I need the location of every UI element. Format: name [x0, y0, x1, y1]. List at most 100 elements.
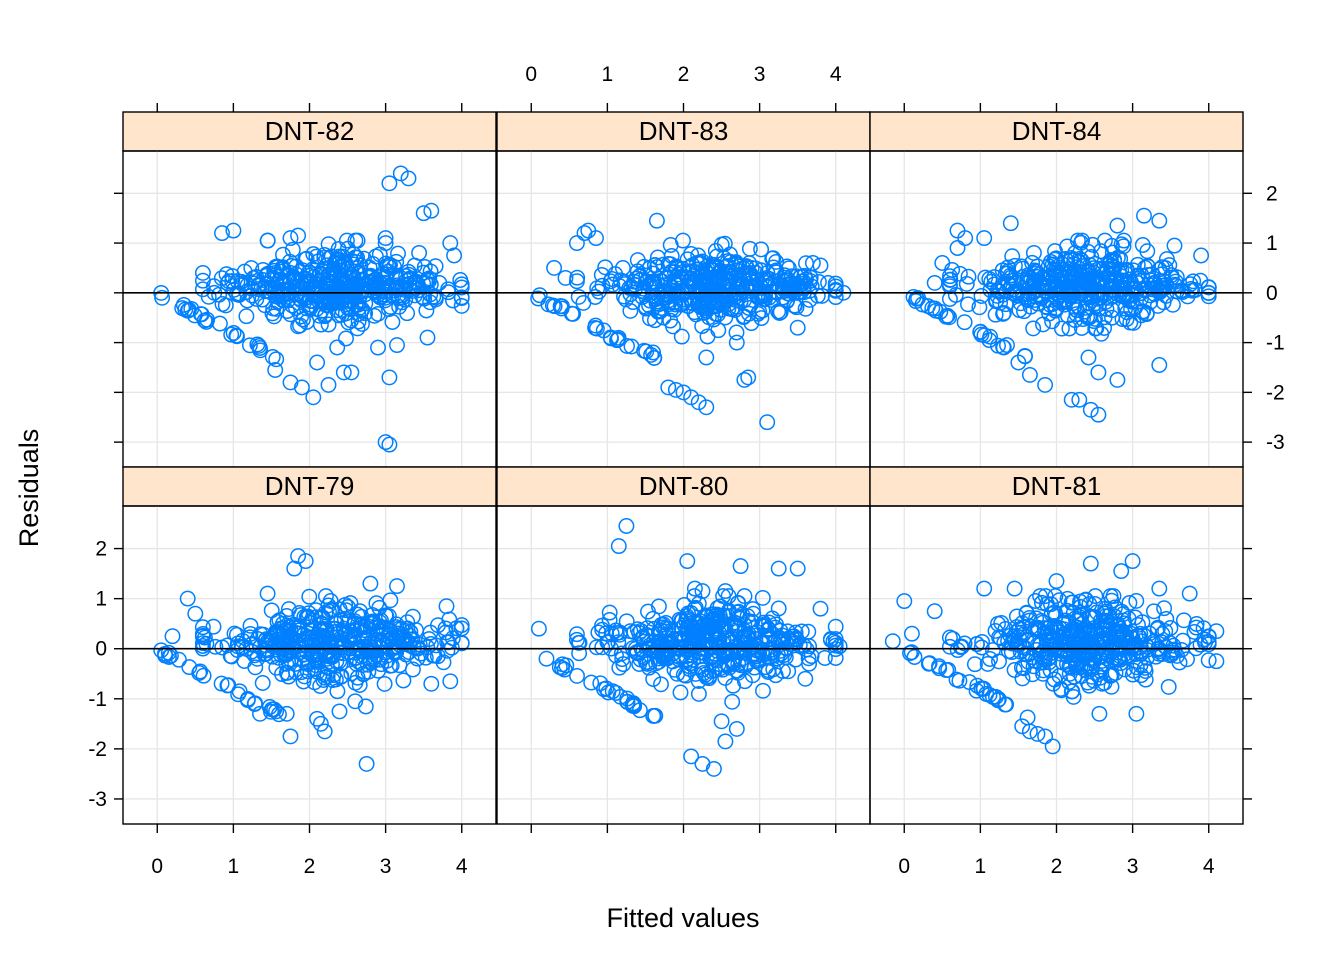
data-point	[938, 308, 955, 325]
data-point	[1056, 296, 1073, 313]
data-point	[249, 650, 266, 667]
series-points	[153, 548, 470, 772]
data-point	[377, 235, 394, 252]
data-point	[347, 674, 364, 691]
data-point	[305, 389, 322, 406]
data-point	[1151, 580, 1168, 597]
y-tick-label-right: -2	[1266, 381, 1285, 404]
data-point	[675, 232, 691, 249]
data-point	[1025, 244, 1042, 261]
data-point	[231, 287, 248, 303]
data-point	[991, 653, 1007, 670]
data-point	[568, 626, 585, 643]
data-point	[342, 632, 359, 649]
data-point	[696, 616, 713, 633]
data-point	[1125, 281, 1141, 297]
data-point	[399, 305, 416, 322]
x-tick-label-bottom: 1	[975, 855, 987, 878]
data-point	[259, 585, 276, 602]
data-point	[683, 748, 700, 765]
data-point	[1104, 309, 1120, 326]
data-point	[1029, 725, 1046, 742]
y-axis-title: Residuals	[14, 429, 44, 548]
data-point	[686, 588, 703, 605]
data-point	[1033, 594, 1050, 611]
data-point	[666, 294, 683, 311]
data-point	[1136, 659, 1153, 676]
data-point	[683, 245, 700, 262]
data-point	[226, 281, 243, 298]
data-point	[255, 261, 271, 278]
data-point	[391, 298, 408, 315]
data-point	[1082, 555, 1099, 572]
data-point	[1006, 662, 1023, 678]
data-point	[389, 337, 405, 354]
data-point	[389, 578, 405, 595]
data-point	[755, 682, 771, 699]
data-point	[977, 269, 994, 286]
x-tick-label-bottom: 3	[380, 855, 392, 878]
data-point	[708, 260, 725, 277]
data-point	[309, 710, 326, 727]
data-point	[661, 293, 678, 310]
data-point	[1018, 604, 1035, 621]
data-point	[687, 272, 703, 289]
data-point	[1103, 274, 1120, 291]
x-axis-title: Fitted values	[606, 903, 759, 933]
data-point	[1156, 600, 1173, 617]
data-point	[237, 274, 254, 291]
data-point	[1077, 299, 1094, 316]
data-point	[736, 371, 753, 388]
data-point	[1078, 643, 1095, 660]
data-point	[1208, 653, 1225, 670]
data-point	[958, 275, 975, 292]
data-point	[1030, 286, 1047, 303]
data-point	[418, 302, 435, 319]
data-point	[960, 268, 977, 285]
data-point	[318, 294, 335, 311]
data-point	[229, 328, 245, 345]
data-point	[284, 241, 301, 258]
data-point	[831, 638, 848, 655]
data-point	[1066, 668, 1083, 685]
x-tick-label-bottom: 4	[1203, 855, 1215, 878]
data-point	[588, 230, 604, 247]
data-point	[1013, 624, 1030, 641]
data-point	[777, 649, 794, 666]
data-point	[1033, 290, 1050, 307]
panel-strip-label: DNT-79	[265, 471, 355, 501]
data-point	[194, 264, 211, 281]
data-point	[1046, 274, 1062, 291]
data-point	[608, 685, 625, 701]
data-point	[812, 600, 829, 617]
data-point	[645, 344, 662, 361]
y-tick-label-left: -2	[88, 738, 107, 761]
data-point	[776, 267, 793, 284]
data-point	[949, 240, 966, 256]
data-point	[755, 647, 771, 663]
data-point	[453, 635, 470, 652]
data-point	[687, 665, 704, 682]
data-point	[666, 263, 683, 280]
panel-strip-label: DNT-80	[639, 471, 729, 501]
data-point	[1161, 257, 1178, 274]
data-point	[601, 612, 618, 628]
data-point	[1133, 667, 1150, 684]
data-point	[1116, 661, 1133, 678]
data-point	[354, 616, 371, 633]
data-point	[565, 305, 582, 322]
data-point	[686, 626, 703, 643]
data-point	[1094, 652, 1111, 669]
data-point	[717, 583, 734, 600]
data-point	[1200, 288, 1217, 305]
data-point	[903, 625, 920, 642]
data-point	[1044, 624, 1061, 641]
data-point	[1151, 212, 1168, 229]
data-point	[740, 300, 757, 316]
data-point	[961, 674, 978, 691]
data-point	[282, 374, 299, 391]
data-point	[404, 283, 421, 299]
data-point	[622, 302, 639, 319]
data-point	[758, 275, 774, 291]
data-point	[1113, 603, 1130, 620]
